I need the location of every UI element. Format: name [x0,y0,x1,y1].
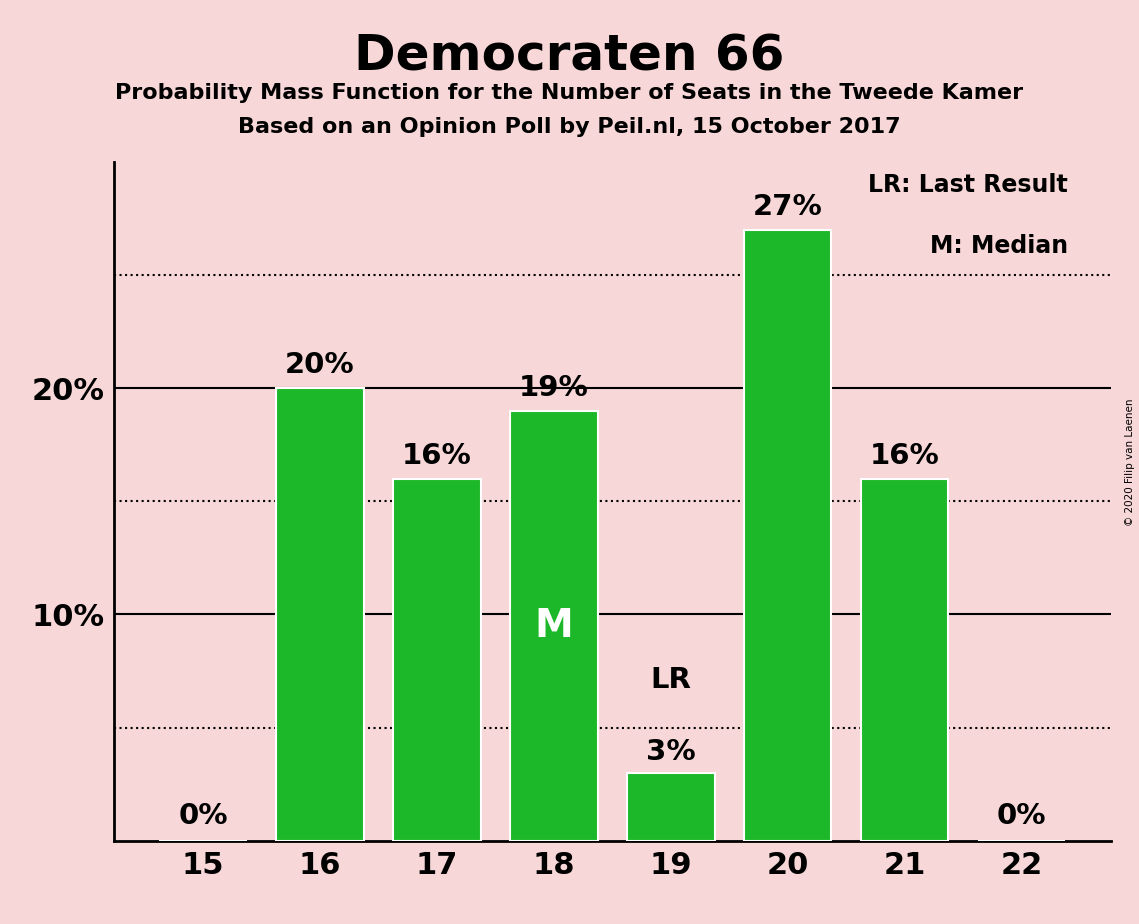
Text: 0%: 0% [997,801,1046,830]
Text: 20%: 20% [285,351,354,379]
Text: Probability Mass Function for the Number of Seats in the Tweede Kamer: Probability Mass Function for the Number… [115,83,1024,103]
Bar [744,230,831,841]
Bar [626,772,714,841]
Text: 16%: 16% [402,442,472,469]
Text: 27%: 27% [753,192,822,221]
Text: 19%: 19% [519,373,589,402]
Bar [393,479,481,841]
Text: LR: Last Result: LR: Last Result [868,173,1068,197]
Text: LR: LR [650,665,691,694]
Text: © 2020 Filip van Laenen: © 2020 Filip van Laenen [1125,398,1134,526]
Text: Democraten 66: Democraten 66 [354,32,785,80]
Text: M: Median: M: Median [931,234,1068,258]
Bar [861,479,949,841]
Text: 3%: 3% [646,738,696,766]
Text: 0%: 0% [179,801,228,830]
Text: 16%: 16% [869,442,940,469]
Bar [510,411,598,841]
Text: Based on an Opinion Poll by Peil.nl, 15 October 2017: Based on an Opinion Poll by Peil.nl, 15 … [238,117,901,138]
Text: M: M [534,607,573,645]
Bar [276,388,363,841]
